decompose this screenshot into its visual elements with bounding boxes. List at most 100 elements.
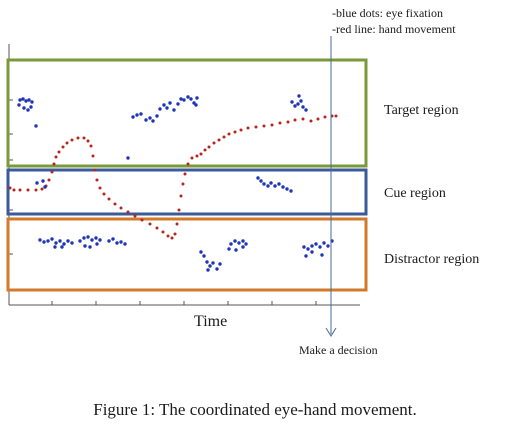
eye-fixation-dot: [206, 268, 210, 272]
eye-fixation-dot: [269, 181, 273, 185]
hand-movement-point: [86, 139, 90, 143]
eye-fixation-dot: [194, 103, 198, 107]
eye-fixation-dot: [195, 96, 199, 100]
eye-fixation-dot: [34, 124, 38, 128]
eye-fixation-dot: [241, 239, 245, 243]
hand-movement-point: [91, 154, 95, 158]
hand-movement-point: [47, 178, 51, 182]
hand-movement-point: [199, 152, 203, 156]
hand-movement-point: [175, 222, 179, 226]
eye-fixation-dot: [24, 99, 28, 103]
eye-fixation-dot: [165, 106, 169, 110]
hand-movement-point: [179, 194, 183, 198]
eye-fixation-dot: [318, 245, 322, 249]
eye-fixation-dot: [155, 114, 159, 118]
eye-fixation-dot: [306, 247, 310, 251]
eye-fixation-dot: [54, 241, 58, 245]
hand-movement-point: [239, 128, 243, 132]
eye-fixation-dot: [139, 112, 143, 116]
hand-movement-point: [309, 119, 313, 123]
hand-movement-point: [126, 210, 130, 214]
hand-movement-point: [52, 162, 56, 166]
eye-fixation-dot: [301, 105, 305, 109]
cue-region-box: [6, 168, 368, 216]
eye-fixation-dot: [82, 236, 86, 240]
eye-fixation-dot: [182, 98, 186, 102]
eye-fixation-dot: [229, 242, 233, 246]
eye-fixation-dot: [186, 95, 190, 99]
eye-fixation-dot: [304, 108, 308, 112]
eye-fixation-dot: [162, 103, 166, 107]
make-decision-label: Make a decision: [299, 343, 378, 357]
hand-movement-point: [148, 222, 152, 226]
eye-fixation-dot: [123, 242, 127, 246]
hand-movement-point: [195, 154, 199, 158]
eye-fixation-dot: [83, 244, 87, 248]
hand-movement-point: [183, 172, 187, 176]
hand-movement-point: [233, 130, 237, 134]
eye-fixation-dot: [144, 118, 148, 122]
eye-fixation-dot: [17, 103, 21, 107]
eye-fixation-dot: [326, 244, 330, 248]
hand-movement-point: [61, 145, 65, 149]
decision-arrowhead: [325, 327, 337, 337]
hand-movement-point: [119, 206, 123, 210]
eye-fixation-dot: [131, 115, 135, 119]
eye-fixation-dot: [299, 99, 303, 103]
hand-movement-point: [89, 144, 93, 148]
hand-movement-point: [301, 117, 305, 121]
hand-movement-trace: [8, 114, 338, 240]
eye-fixation-dot: [277, 182, 281, 186]
eye-fixation-dot: [22, 106, 26, 110]
hand-movement-point: [54, 155, 58, 159]
eye-fixation-dot: [70, 241, 74, 245]
hand-movement-point: [140, 218, 144, 222]
hand-movement-point: [262, 124, 266, 128]
eye-fixation-dot: [50, 237, 54, 241]
hand-movement-point: [278, 121, 282, 125]
eye-fixation-dot: [98, 238, 102, 242]
hand-movement-point: [186, 162, 190, 166]
hand-movement-point: [316, 117, 320, 121]
eye-fixation-dot: [151, 119, 155, 123]
eye-fixation-dot: [21, 97, 25, 101]
hand-movement-point: [98, 186, 102, 190]
hand-movement-point: [40, 187, 44, 191]
eye-fixation-dot: [90, 238, 94, 242]
eye-fixation-dot: [115, 241, 119, 245]
eye-fixation-dot: [46, 239, 50, 243]
hand-movement-point: [323, 115, 327, 119]
eye-fixation-dot: [189, 97, 193, 101]
eye-fixation-dot: [38, 238, 42, 242]
eye-fixation-dot: [35, 181, 39, 185]
hand-movement-point: [181, 182, 185, 186]
eye-fixation-dot: [281, 185, 285, 189]
eye-fixation-dot: [302, 245, 306, 249]
eye-fixation-dot: [273, 184, 277, 188]
hand-movement-point: [34, 188, 38, 192]
eye-fixation-dot: [43, 185, 47, 189]
eye-fixation-dots: [17, 94, 334, 272]
hand-movement-point: [217, 138, 221, 142]
eye-fixation-dot: [168, 101, 172, 105]
hand-movement-point: [222, 135, 226, 139]
legend-hand-movement: -red line: hand movement: [332, 22, 456, 36]
eye-fixation-dot: [211, 261, 215, 265]
legend-eye-fixation: -blue dots: eye fixation: [332, 6, 443, 20]
hand-movement-point: [286, 120, 290, 124]
eye-fixation-dot: [234, 248, 238, 252]
eye-fixation-dot: [27, 98, 31, 102]
region-boxes: [6, 58, 368, 292]
time-axis-title: Time: [194, 313, 228, 330]
hand-movement-point: [177, 208, 181, 212]
eye-fixation-dot: [86, 235, 90, 239]
hand-movement-point: [95, 178, 99, 182]
hand-movement-point: [161, 230, 165, 234]
eye-fixation-dot: [119, 240, 123, 244]
eye-fixation-dot: [215, 267, 219, 271]
figure-caption: Figure 1: The coordinated eye-hand movem…: [93, 400, 417, 419]
hand-movement-point: [76, 136, 80, 140]
hand-movement-point: [8, 186, 12, 190]
hand-movement-point: [133, 214, 137, 218]
